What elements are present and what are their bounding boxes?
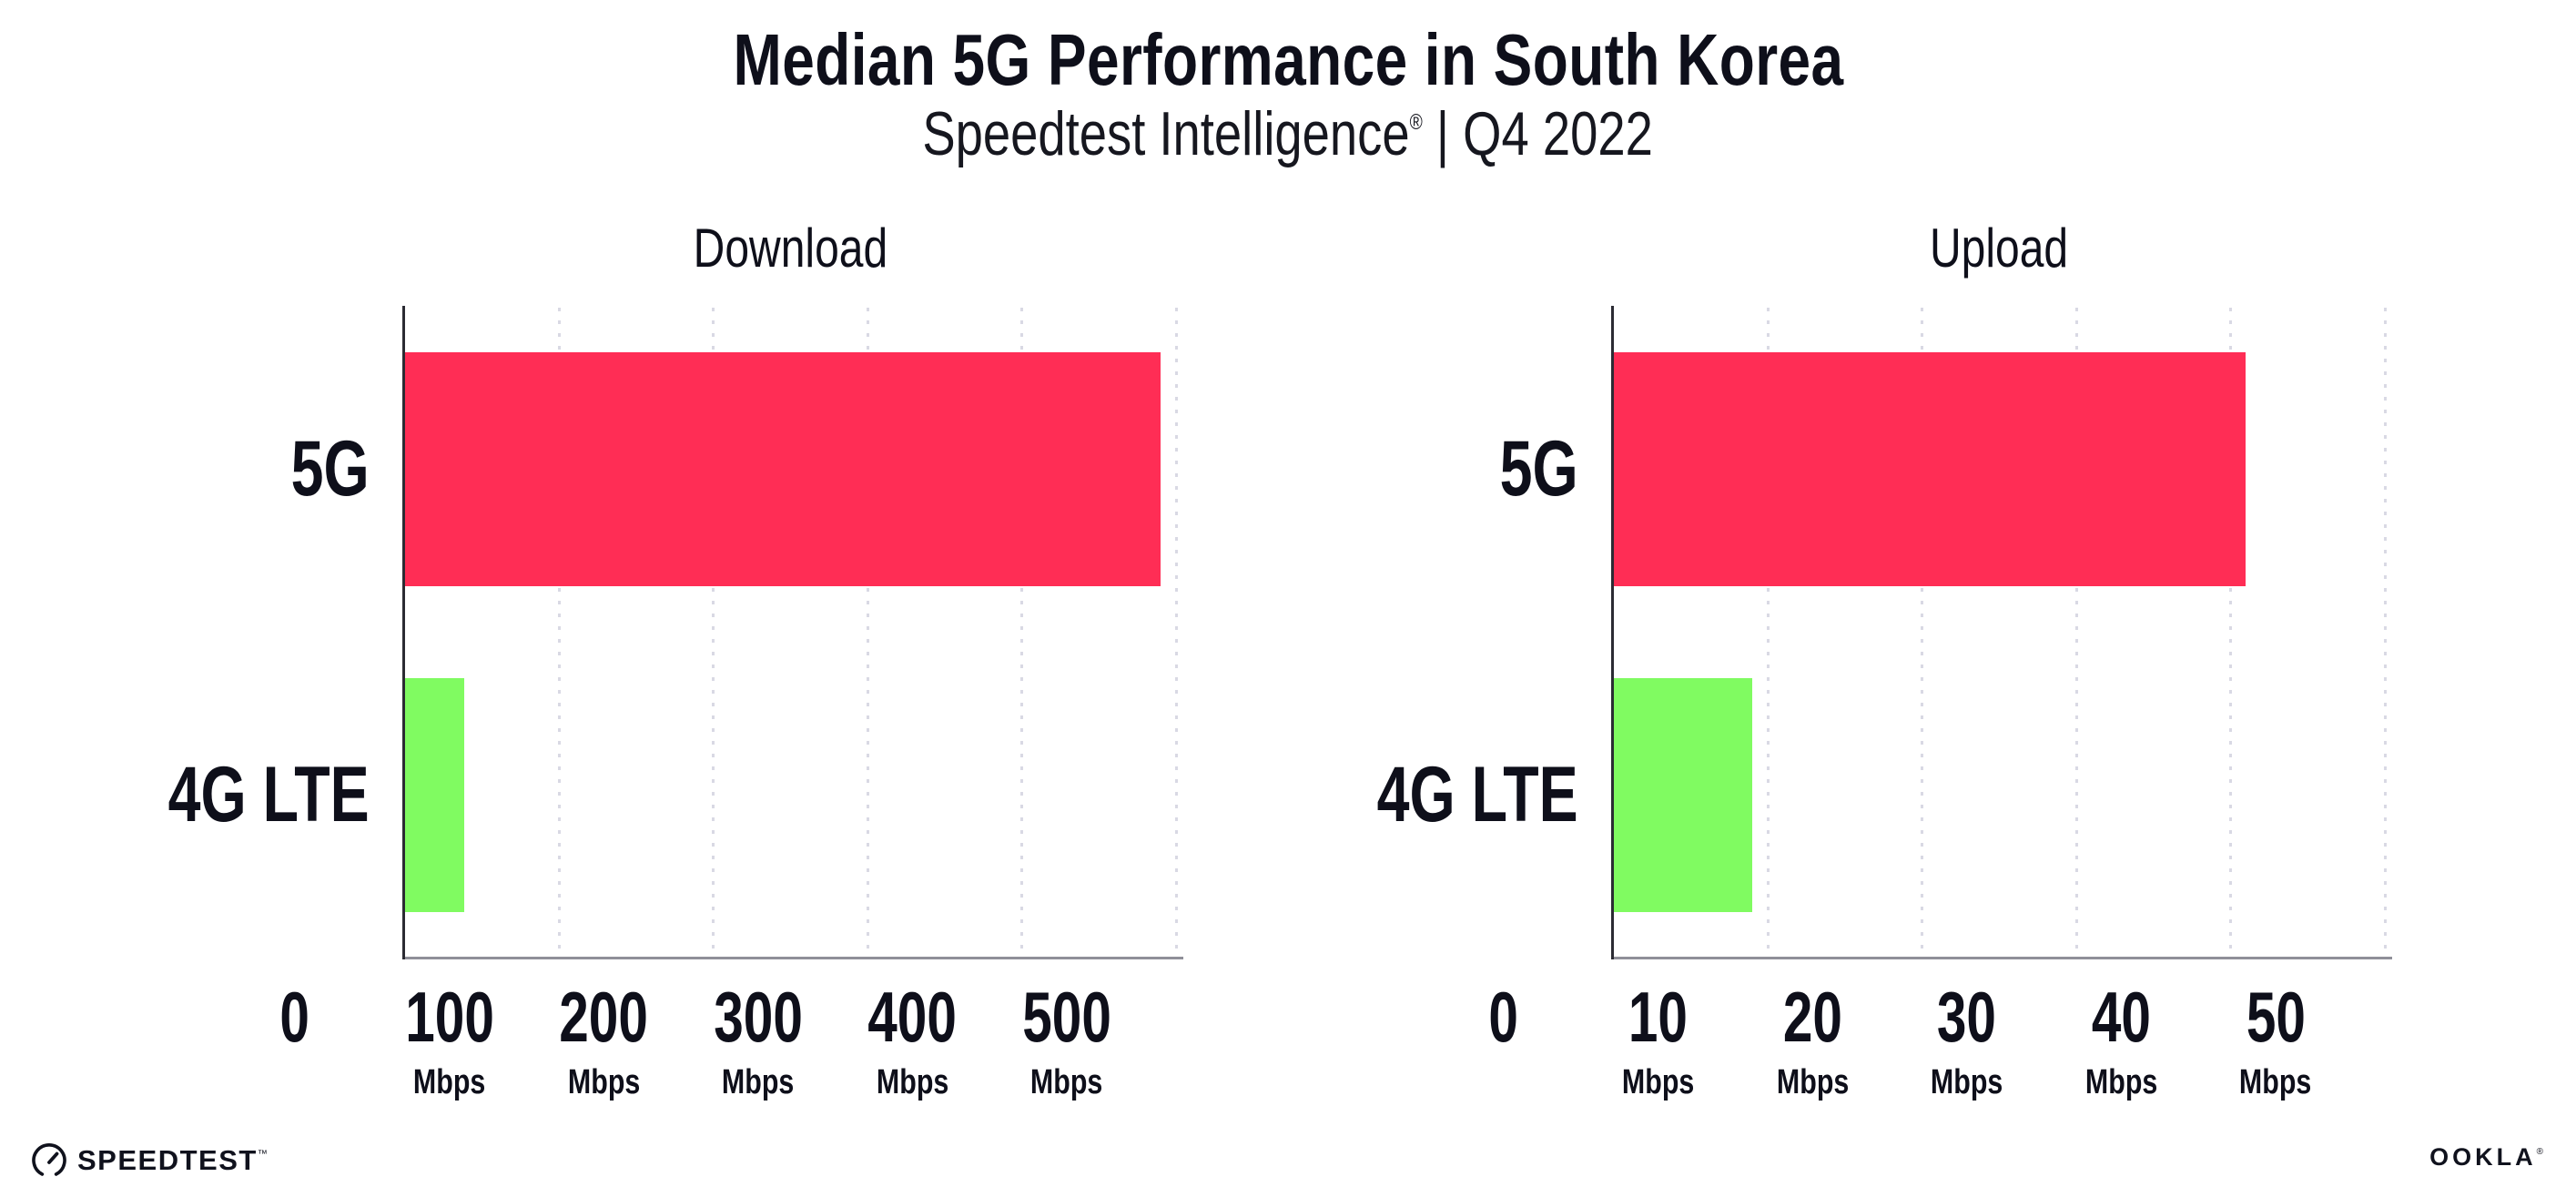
bar-5g [404, 351, 1161, 586]
x-tick-unit-label: Mbps [2239, 1063, 2312, 1101]
page-subtitle: Speedtest Intelligence® | Q4 2022 [0, 99, 2576, 168]
x-tick-value: 0 [1488, 977, 1519, 1057]
chart-title-download: Download [693, 218, 887, 279]
gridline-20 [1921, 308, 1924, 958]
bar-4g-lte [404, 677, 465, 912]
x-tick-value: 300 [713, 977, 803, 1057]
x-tick-10: 10 Mbps [1549, 981, 1768, 1100]
gridline-400 [1020, 308, 1024, 958]
ookla-registered-mark: ® [2536, 1147, 2547, 1157]
subtitle-brand: Speedtest Intelligence [922, 99, 1411, 168]
registered-mark: ® [1410, 110, 1424, 135]
x-tick-value: 40 [2091, 977, 2151, 1057]
speedtest-gauge-icon [32, 1143, 66, 1176]
x-tick-unit-label: Mbps [722, 1063, 795, 1101]
x-tick-20: 20 Mbps [1703, 981, 1922, 1100]
gridline-40 [2229, 308, 2233, 958]
gridline-100 [557, 308, 561, 958]
x-tick-unit-label: Mbps [567, 1063, 640, 1101]
x-tick-unit-label: Mbps [1621, 1063, 1695, 1101]
speedtest-logo: SPEEDTEST™ [30, 1140, 269, 1182]
x-tick-40: 40 Mbps [2012, 981, 2230, 1100]
x-tick-value: 0 [279, 977, 310, 1057]
gridline-50 [2384, 308, 2387, 958]
x-tick-value: 400 [867, 977, 958, 1057]
page-title: Median 5G Performance in South Korea [733, 19, 1843, 100]
x-tick-unit-label: Mbps [1030, 1063, 1103, 1101]
x-tick-value: 500 [1022, 977, 1111, 1057]
x-tick-unit-label: Mbps [2084, 1063, 2158, 1101]
x-tick-500: 500 Mbps [958, 981, 1176, 1100]
x-tick-50: 50 Mbps [2166, 981, 2385, 1100]
x-tick-200: 200 Mbps [494, 981, 713, 1100]
gridline-300 [866, 308, 869, 958]
x-tick-0: 0 [1394, 981, 1613, 1052]
x-tick-value: 20 [1782, 977, 1842, 1057]
ookla-wordmark: OOKLA [2429, 1143, 2537, 1171]
chart-download: Download 0 100 Mbps 200 Mbps 300 Mbps 400 Mbps 50… [168, 218, 1183, 1100]
chart-upload: Upload 0 10 Mbps 20 Mbps 30 Mbps 40 Mbps 50 Mbps 5G… [1377, 218, 2392, 1100]
x-tick-400: 400 Mbps [803, 981, 1021, 1100]
x-tick-unit-label: Mbps [876, 1063, 949, 1101]
x-tick-value: 200 [559, 977, 648, 1057]
trademark-mark: ™ [257, 1149, 269, 1160]
bar-5g [1613, 351, 2246, 586]
subtitle-period: | Q4 2022 [1423, 99, 1654, 168]
ookla-logo: OOKLA® [2429, 1143, 2547, 1172]
x-tick-value: 100 [404, 977, 494, 1057]
gridline-500 [1175, 308, 1178, 958]
x-tick-value: 30 [1937, 977, 1997, 1057]
x-tick-value: 50 [2246, 977, 2306, 1057]
speedtest-wordmark: SPEEDTEST™ [77, 1144, 269, 1176]
x-tick-100: 100 Mbps [340, 981, 559, 1100]
chart-title-upload: Upload [1929, 218, 2069, 279]
gridline-10 [1766, 308, 1770, 958]
x-tick-0: 0 [186, 981, 404, 1052]
x-tick-unit-label: Mbps [412, 1063, 486, 1101]
x-tick-300: 300 Mbps [649, 981, 867, 1100]
bar-4g-lte [1613, 677, 1752, 912]
x-tick-value: 10 [1628, 977, 1689, 1057]
gridline-200 [712, 308, 715, 958]
gridline-30 [2074, 308, 2078, 958]
x-tick-30: 30 Mbps [1858, 981, 2076, 1100]
x-tick-unit-label: Mbps [1776, 1063, 1849, 1101]
x-tick-unit-label: Mbps [1931, 1063, 2003, 1101]
